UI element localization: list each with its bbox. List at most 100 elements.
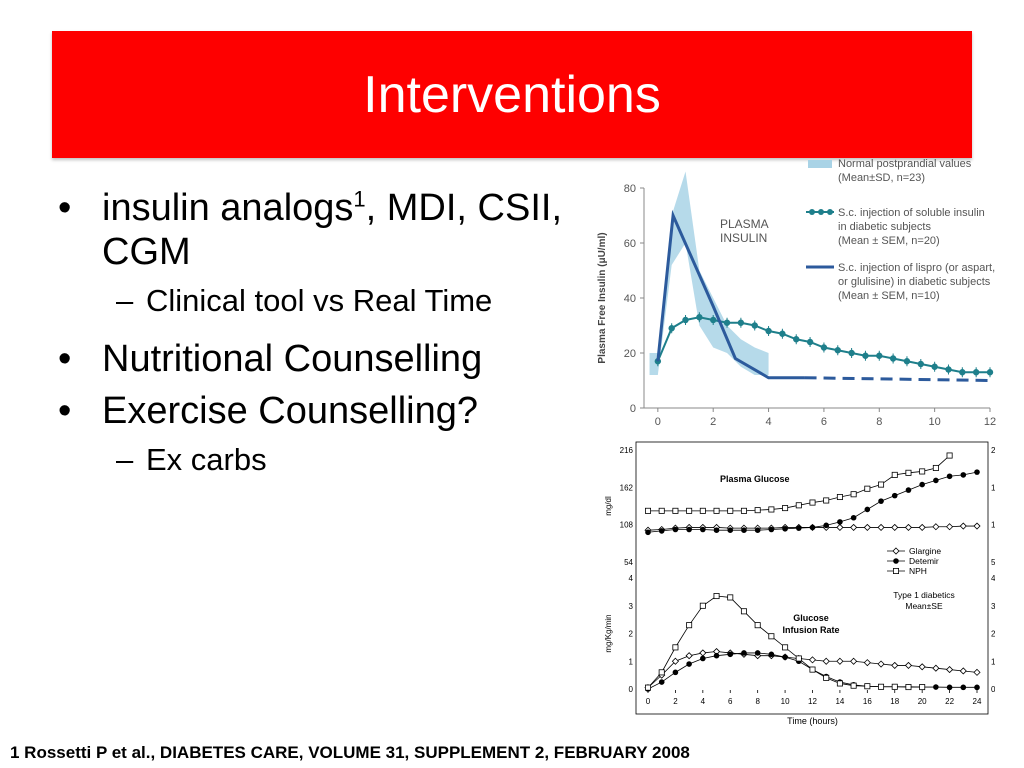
legend-swatch-marker (892, 547, 900, 555)
glucose-glargine-point (918, 523, 926, 531)
soluble-insulin-point (986, 369, 994, 376)
glucose-glargine-point (959, 522, 967, 530)
glucose-nph-point (782, 505, 789, 512)
gir-nph-point (809, 666, 816, 673)
y-tick-label-right: 0 (991, 685, 995, 694)
soluble-insulin-point (723, 319, 731, 326)
gir-nph-point (891, 683, 898, 690)
gir-nph-point (864, 683, 871, 690)
legend-label: Glargine (909, 546, 941, 556)
y-tick-label: 3 (629, 602, 634, 611)
soluble-insulin-point (779, 330, 786, 337)
gir-glargine-point (822, 657, 830, 665)
gir-glargine-point (685, 652, 693, 660)
y-axis-label: Plasma Free Insulin (μU/ml) (597, 232, 608, 363)
gir-glargine-point (850, 657, 858, 665)
chart-annotation: PLASMA (720, 217, 769, 231)
legend-label: (Mean±SD, n=23) (838, 172, 925, 184)
legend-swatch-teal-dot (827, 209, 833, 215)
gir-nph-point (727, 594, 734, 601)
glucose-detemir-point (741, 527, 747, 533)
y-tick-label: 80 (624, 183, 636, 195)
x-tick-label: 6 (821, 416, 827, 428)
glucose-detemir-point (809, 524, 816, 531)
legend-swatch-band (808, 160, 832, 168)
gir-detemir-point (782, 654, 788, 660)
x-tick-label: 2 (710, 416, 716, 428)
x-tick-label: 2 (673, 697, 678, 706)
legend-swatch-teal-dot (818, 209, 824, 215)
y-tick-label: 216 (620, 446, 634, 455)
glucose-nph-point (686, 507, 693, 514)
gir-detemir-point (727, 651, 734, 658)
sub-bullet-item: – Clinical tool vs Real Time (58, 282, 568, 319)
soluble-insulin-point (696, 314, 703, 321)
gir-detemir-point (933, 684, 939, 690)
glucose-detemir-point (823, 522, 830, 529)
bullet-item: • Exercise Counselling? (58, 389, 568, 433)
gir-nph-point (658, 669, 665, 676)
gir-glargine-point (836, 657, 844, 665)
gir-nph-line (647, 595, 923, 688)
bullet-list: • insulin analogs1, MDI, CSII, CGM – Cli… (58, 186, 568, 496)
legend-label: S.c. injection of lispro (or aspart, (838, 262, 995, 274)
y-tick-label-right: 216 (991, 446, 995, 455)
gir-glargine-point (959, 667, 967, 675)
gir-detemir-point (658, 679, 665, 685)
glucose-nph-point (754, 507, 761, 514)
glucose-glargine-point (891, 523, 899, 531)
glucose-detemir-point (727, 527, 734, 533)
x-tick-label: 8 (755, 697, 760, 706)
glucose-glargine-point (973, 522, 981, 530)
gir-glargine-point (918, 663, 926, 671)
x-tick-label: 10 (929, 416, 941, 428)
glucose-detemir-point (837, 519, 843, 525)
legend-label: (Mean ± SEM, n=20) (838, 235, 940, 247)
x-tick-label: 16 (863, 697, 872, 706)
x-tick-label: 12 (984, 416, 996, 428)
x-tick-label: 6 (728, 697, 733, 706)
gir-detemir-point (754, 650, 761, 656)
x-tick-label: 4 (765, 416, 771, 428)
x-tick-label: 24 (973, 697, 982, 706)
y-axis-label: mg/dl (604, 496, 613, 516)
glucose-nph-point (645, 507, 652, 514)
legend-swatch-teal-dot (809, 209, 815, 215)
soluble-insulin-point (834, 347, 841, 354)
y-tick-label: 54 (624, 558, 633, 567)
soluble-insulin-point (751, 322, 758, 329)
lispro-dashed-line (804, 376, 991, 382)
y-tick-label: 0 (630, 403, 636, 415)
gir-detemir-point (713, 652, 720, 659)
glucose-nph-point (946, 452, 953, 459)
soluble-insulin-point (793, 336, 800, 343)
bullet-item: • insulin analogs1, MDI, CSII, CGM (58, 186, 568, 274)
y-tick-label: 20 (624, 348, 636, 360)
gir-glargine-point (877, 660, 885, 668)
glucose-detemir-point (768, 526, 775, 533)
gir-glargine-point (891, 661, 899, 669)
glucose-detemir-point (878, 498, 884, 504)
glucose-nph-point (768, 506, 775, 513)
plasma-insulin-chart: 0 20 40 60 80 0 2 4 6 8 10 12 Plasma Free Insulin (μ… (597, 158, 996, 428)
glucose-nph-point (795, 502, 802, 509)
glucose-glargine-point (904, 523, 913, 531)
glucose-nph-point (727, 507, 734, 514)
gir-glargine-point (808, 656, 817, 664)
plot-frame (635, 441, 989, 715)
bullet-text-continued: , MDI, CSII, CGM (102, 187, 563, 273)
y-tick-label-right: 54 (991, 558, 995, 567)
bullet-text: insulin analogs (102, 187, 354, 229)
gir-detemir-point (672, 669, 679, 676)
soluble-insulin-point (945, 366, 952, 373)
glucose-nph-point (919, 468, 926, 475)
chart-annotation: Mean±SE (905, 601, 943, 611)
soluble-insulin-point (682, 316, 689, 324)
gir-nph-point (782, 644, 789, 651)
gir-detemir-point (686, 661, 692, 667)
glucose-nph-point (740, 507, 747, 514)
glucose-detemir-point (919, 481, 925, 488)
y-tick-label-right: 162 (991, 483, 995, 492)
x-tick-label: 10 (781, 697, 790, 706)
